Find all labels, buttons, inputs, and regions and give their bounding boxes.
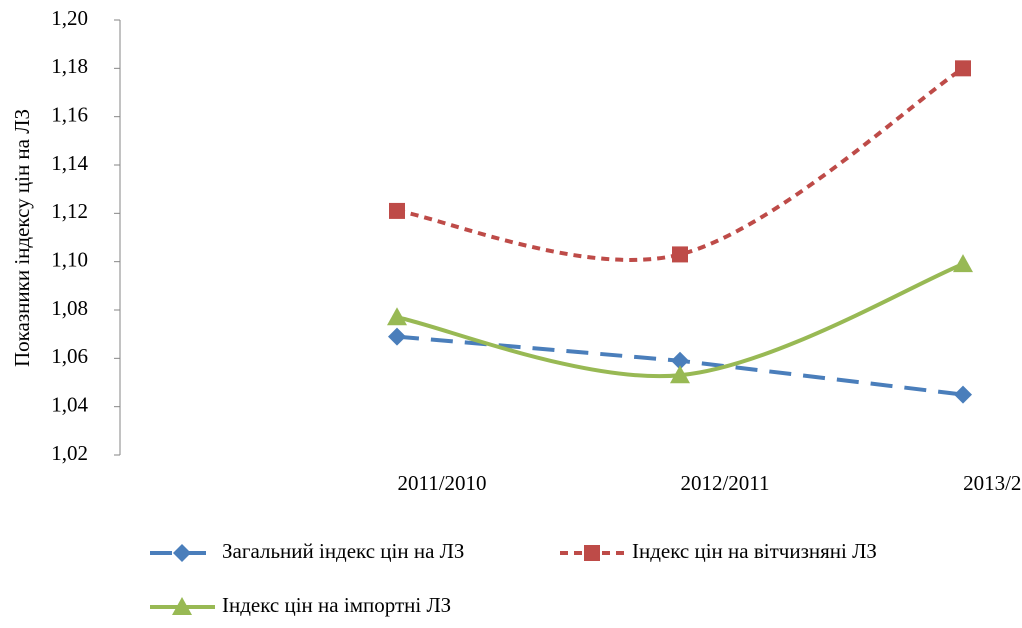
y-tick-label: 1,20 <box>51 6 88 30</box>
legend-label: Індекс цін на імпортні ЛЗ <box>222 593 451 617</box>
legend-label: Загальний індекс цін на ЛЗ <box>222 539 464 563</box>
marker <box>387 307 407 326</box>
y-tick-label: 1,06 <box>51 344 88 368</box>
marker <box>388 327 406 346</box>
marker <box>955 60 971 77</box>
y-axis-title: Показники індексу цін на ЛЗ <box>10 109 34 367</box>
y-tick-label: 1,18 <box>51 54 88 78</box>
x-tick-label: 2011/2010 <box>397 471 486 495</box>
y-tick-label: 1,16 <box>51 102 88 126</box>
marker <box>389 202 405 219</box>
marker <box>671 351 689 370</box>
x-tick-label: 2013/2012 <box>963 471 1022 495</box>
y-tick-label: 1,10 <box>51 247 88 271</box>
y-tick-label: 1,14 <box>51 151 88 175</box>
legend-label: Індекс цін на вітчизняні ЛЗ <box>632 539 877 563</box>
x-tick-label: 2012/2011 <box>680 471 769 495</box>
marker <box>584 545 600 561</box>
marker <box>954 385 972 404</box>
y-tick-label: 1,04 <box>51 392 88 416</box>
series-line <box>396 66 965 262</box>
y-tick-label: 1,08 <box>51 296 88 320</box>
y-tick-label: 1,12 <box>51 199 88 223</box>
marker <box>670 365 690 384</box>
marker <box>672 246 688 263</box>
marker <box>953 254 973 273</box>
y-tick-label: 1,02 <box>51 441 88 465</box>
marker <box>172 597 192 615</box>
marker <box>173 544 191 562</box>
